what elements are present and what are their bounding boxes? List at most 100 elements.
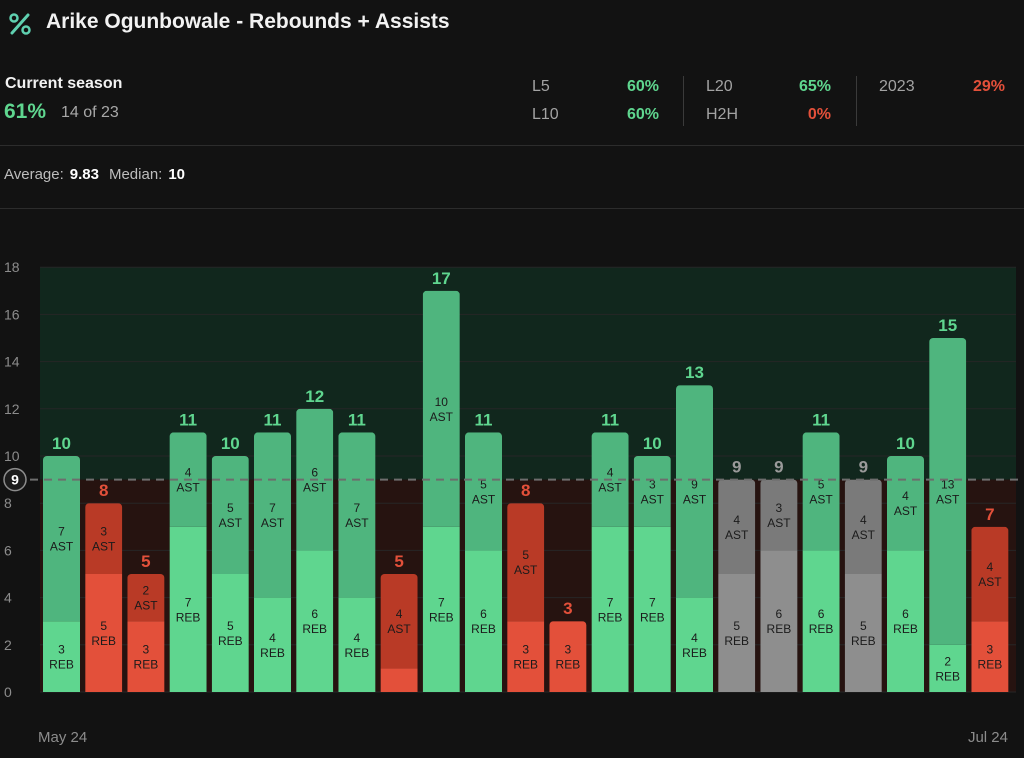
segment-value-label: 3 — [649, 477, 656, 491]
bar-group[interactable] — [211, 456, 249, 692]
bar-group[interactable] — [43, 456, 80, 692]
segment-name-label: AST — [430, 410, 454, 424]
segment-value-label: 5 — [818, 477, 825, 491]
bar-ast-segment[interactable] — [971, 526, 1009, 622]
bar-reb-segment[interactable] — [211, 574, 249, 692]
bar-reb-segment[interactable] — [718, 574, 756, 692]
y-tick-label: 0 — [4, 684, 12, 700]
y-tick-label: 2 — [4, 637, 12, 653]
bar-group[interactable] — [929, 338, 967, 692]
bar-ast-segment[interactable] — [43, 456, 80, 622]
segment-value-label: 5 — [522, 548, 529, 562]
bar-group[interactable] — [85, 503, 123, 692]
season-count: 14 of 23 — [61, 104, 119, 121]
bar-ast-segment[interactable] — [507, 503, 545, 622]
bar-reb-segment[interactable] — [380, 668, 418, 692]
bar-group[interactable] — [296, 408, 334, 692]
bar-reb-segment[interactable] — [760, 550, 798, 692]
bar-reb-segment[interactable] — [127, 621, 165, 692]
bar-group[interactable] — [549, 621, 587, 692]
median-value: 10 — [168, 166, 186, 183]
bar-ast-segment[interactable] — [85, 503, 123, 574]
bar-total-label: 9 — [859, 458, 868, 477]
bar-reb-segment[interactable] — [254, 597, 291, 692]
bar-reb-segment[interactable] — [338, 597, 376, 692]
segment-name-label: REB — [809, 622, 834, 636]
bar-reb-segment[interactable] — [85, 574, 123, 692]
segment-name-label: AST — [683, 492, 707, 506]
bar-group[interactable] — [465, 432, 502, 692]
bar-group[interactable] — [844, 479, 882, 692]
bar-total-label: 13 — [685, 363, 704, 382]
bar-group[interactable] — [507, 503, 545, 692]
segment-name-label: REB — [935, 669, 960, 683]
bar-reb-segment[interactable] — [887, 550, 924, 692]
bar-group[interactable] — [718, 479, 756, 692]
bar-ast-segment[interactable] — [844, 479, 882, 574]
bar-reb-segment[interactable] — [971, 621, 1009, 692]
bar-reb-segment[interactable] — [591, 526, 629, 692]
bar-group[interactable] — [802, 432, 840, 692]
bar-group[interactable] — [422, 290, 460, 692]
segment-value-label: 5 — [733, 619, 740, 633]
bar-ast-segment[interactable] — [633, 456, 671, 527]
bar-reb-segment[interactable] — [549, 621, 587, 692]
season-hit-rate: 61% — [4, 100, 47, 123]
bar-ast-segment[interactable] — [929, 338, 967, 645]
bar-ast-segment[interactable] — [254, 432, 291, 598]
bar-group[interactable] — [380, 574, 418, 692]
bar-ast-segment[interactable] — [465, 432, 502, 551]
bar-group[interactable] — [338, 432, 376, 692]
bar-ast-segment[interactable] — [676, 385, 713, 598]
segment-name-label: AST — [92, 540, 116, 554]
x-start-label: May 24 — [38, 729, 87, 746]
segment-name-label: REB — [429, 610, 454, 624]
bar-group[interactable] — [254, 432, 291, 692]
bar-reb-segment[interactable] — [676, 597, 713, 692]
bar-group[interactable] — [887, 456, 924, 692]
bar-group[interactable] — [127, 574, 165, 692]
bar-group[interactable] — [676, 385, 713, 692]
bar-ast-segment[interactable] — [211, 456, 249, 574]
segment-name-label: REB — [767, 622, 792, 636]
bar-reb-segment[interactable] — [507, 621, 545, 692]
bar-reb-segment[interactable] — [169, 526, 207, 692]
segment-name-label: AST — [219, 516, 243, 530]
bar-ast-segment[interactable] — [380, 574, 418, 669]
bar-group[interactable] — [971, 526, 1009, 692]
bar-reb-segment[interactable] — [802, 550, 840, 692]
segment-value-label: 7 — [607, 595, 614, 609]
bar-reb-segment[interactable] — [296, 550, 334, 692]
segment-name-label: AST — [725, 528, 749, 542]
bar-ast-segment[interactable] — [718, 479, 756, 574]
bar-reb-segment[interactable] — [844, 574, 882, 692]
segment-name-label: AST — [809, 492, 833, 506]
bar-reb-segment[interactable] — [422, 526, 460, 692]
bar-group[interactable] — [633, 456, 671, 692]
prop-line-value: 9 — [11, 472, 19, 488]
bar-ast-segment[interactable] — [338, 432, 376, 598]
bar-reb-segment[interactable] — [929, 644, 967, 692]
bar-reb-segment[interactable] — [633, 526, 671, 692]
bar-total-label: 9 — [774, 458, 783, 477]
y-tick-label: 8 — [4, 495, 12, 511]
bar-ast-segment[interactable] — [760, 479, 798, 551]
segment-value-label: 4 — [354, 631, 361, 645]
bar-ast-segment[interactable] — [422, 290, 460, 527]
bar-total-label: 11 — [348, 410, 366, 429]
bar-total-label: 9 — [732, 458, 741, 477]
y-tick-label: 12 — [4, 401, 20, 417]
bar-reb-segment[interactable] — [43, 621, 80, 692]
bar-ast-segment[interactable] — [127, 574, 165, 622]
divider — [0, 145, 1024, 146]
segment-name-label: AST — [50, 540, 74, 554]
segment-name-label: REB — [471, 622, 496, 636]
bar-reb-segment[interactable] — [465, 550, 502, 692]
stat-l20-value: 65% — [798, 78, 831, 95]
page-title: Arike Ogunbowale - Rebounds + Assists — [46, 10, 450, 33]
bar-group[interactable] — [760, 479, 798, 692]
segment-value-label: 5 — [227, 619, 234, 633]
segment-value-label: 6 — [902, 607, 909, 621]
bar-ast-segment[interactable] — [887, 456, 924, 551]
bar-ast-segment[interactable] — [802, 432, 840, 551]
